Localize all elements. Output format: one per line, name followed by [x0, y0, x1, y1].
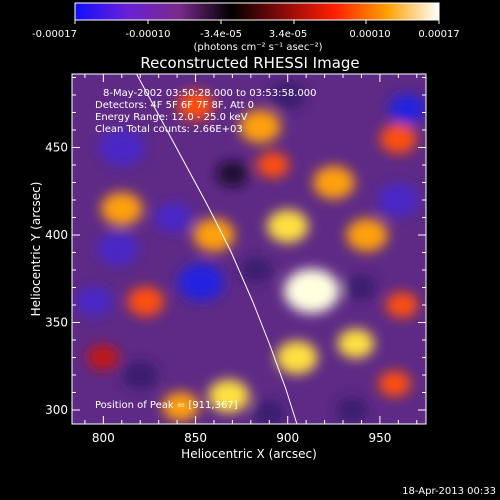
emission-blob: [177, 90, 214, 121]
y-tick-label: 450: [45, 141, 68, 155]
annotation-date-range: 8-May-2002 03:50:28.000 to 03:53:58.000: [103, 88, 316, 99]
negative-blob: [216, 160, 249, 187]
y-tick-label: 300: [45, 403, 68, 417]
negative-blob: [389, 94, 426, 124]
emission-blob: [266, 209, 309, 243]
x-tick-label: 850: [184, 431, 207, 445]
annotation-detectors: Detectors: 4F 5F 6F 7F 8F, Att 0: [95, 100, 254, 111]
negative-blob: [97, 232, 139, 266]
x-tick-label: 900: [276, 431, 299, 445]
emission-blob: [239, 109, 281, 144]
annotation-peak: Position of Peak = [911,367]: [95, 400, 238, 411]
emission-blob: [346, 218, 388, 252]
x-axis-label: Heliocentric X (arcsec): [181, 447, 317, 461]
y-tick-label: 350: [45, 316, 68, 330]
y-tick-label: 400: [45, 228, 68, 242]
negative-blob: [121, 360, 159, 390]
colorbar-tick-label: 0.00017: [418, 29, 459, 40]
emission-blob: [207, 379, 250, 413]
emission-blob: [87, 344, 120, 371]
emission-blob: [379, 124, 417, 154]
annotation-energy: Energy Range: 12.0 - 25.0 keV: [95, 112, 248, 123]
emission-blob: [378, 370, 411, 397]
emission-blob: [101, 192, 143, 226]
negative-blob: [240, 257, 273, 283]
colorbar-tick-label: -0.00017: [32, 29, 77, 40]
colorbar-tick-label: 3.4e-05: [269, 29, 307, 40]
emission-blob: [284, 268, 340, 314]
x-tick-label: 800: [92, 431, 115, 445]
emission-blob: [276, 340, 318, 375]
y-axis-label: Heliocentric Y (arcsec): [29, 182, 43, 317]
negative-blob: [154, 202, 192, 233]
heatmap-field: [75, 80, 426, 424]
emission-blob: [127, 286, 165, 317]
x-tick-label: 950: [368, 431, 391, 445]
colorbar-unit-label: (photons cm⁻² s⁻¹ asec⁻²): [193, 42, 322, 53]
solar-limb-curve: [136, 74, 298, 424]
colorbar-ticks: [74, 20, 440, 24]
negative-blob: [377, 183, 420, 217]
negative-blob: [178, 263, 225, 301]
negative-blob: [336, 397, 369, 423]
emission-blob: [313, 165, 355, 200]
emission-blob: [337, 328, 375, 359]
emission-blob: [385, 292, 419, 318]
negative-blob: [253, 400, 286, 424]
emission-blob: [193, 218, 235, 252]
plot-frame: [71, 73, 427, 425]
emission-blob: [256, 152, 290, 178]
colorbar-tick-label: 0.00010: [349, 29, 390, 40]
chart-title: Reconstructed RHESSI Image: [140, 54, 359, 72]
colorbar: [74, 2, 440, 21]
footer-timestamp: 18-Apr-2013 00:33: [402, 486, 496, 497]
colorbar-tick-label: -0.00010: [126, 29, 171, 40]
annotation-clean: Clean Total counts: 2.66E+03: [95, 124, 243, 135]
emission-blob: [162, 391, 200, 422]
negative-blob: [98, 129, 145, 166]
negative-blob: [345, 274, 378, 301]
negative-blob: [75, 286, 113, 317]
colorbar-tick-label: -3.4e-05: [200, 29, 242, 40]
axis-ticks: 800 850 900 950 300 350 400 450: [45, 74, 426, 445]
negative-blob: [269, 80, 307, 110]
